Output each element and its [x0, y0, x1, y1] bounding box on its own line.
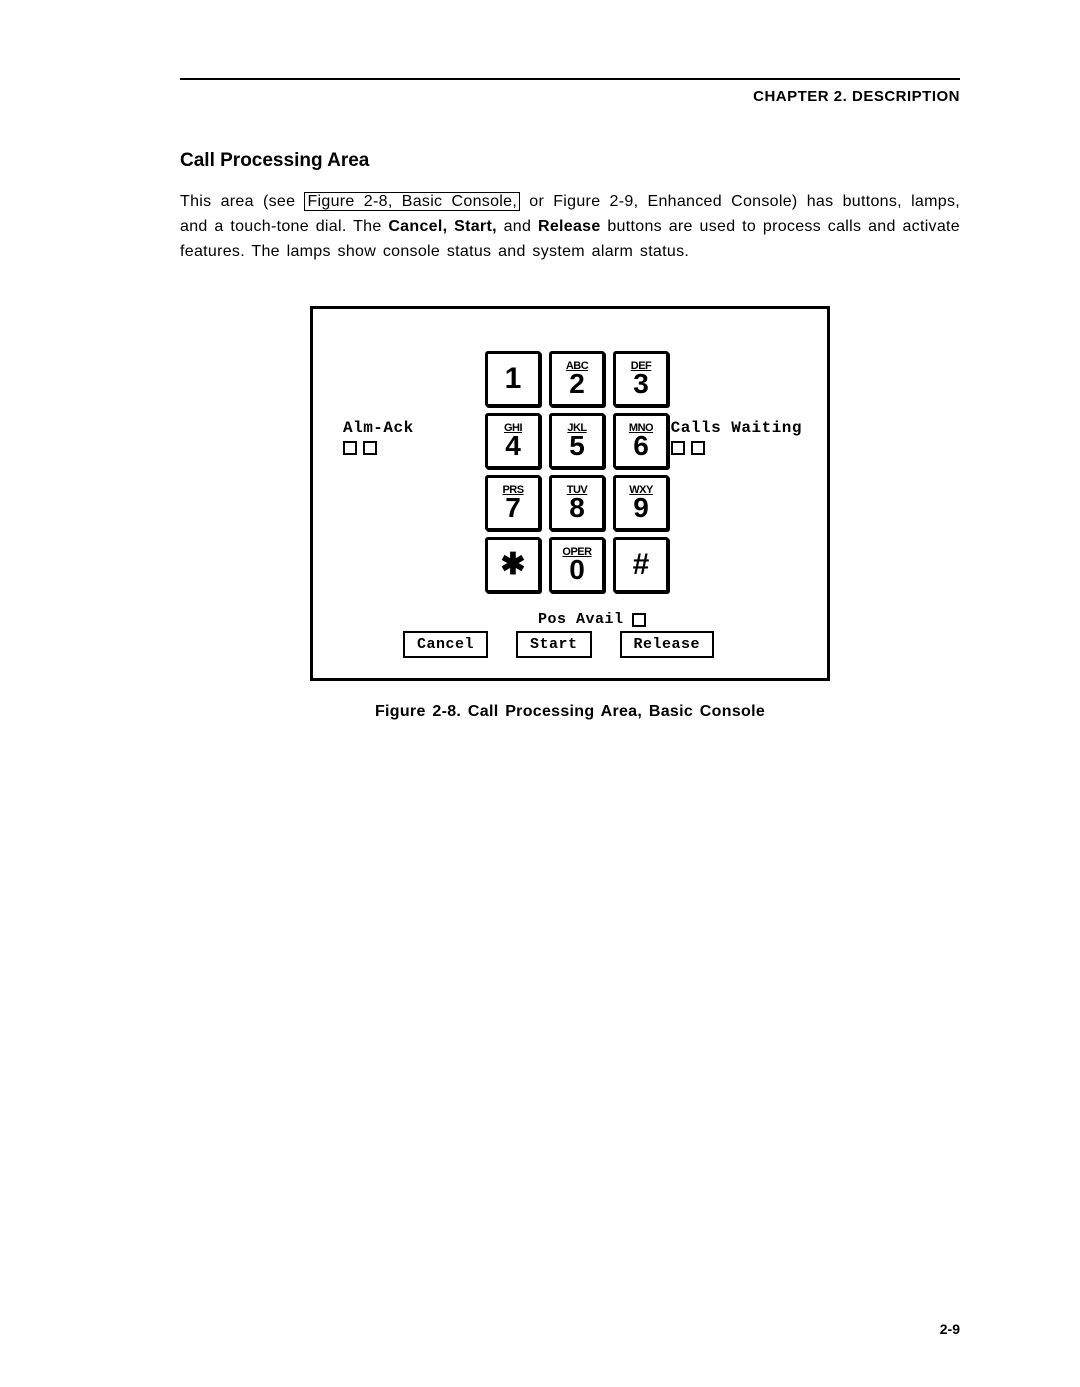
- figure-container: 1 ABC2 DEF3 GHI4 JKL5 MNO6 PRS7 TUV8 WXY…: [310, 306, 830, 721]
- keypad: 1 ABC2 DEF3 GHI4 JKL5 MNO6 PRS7 TUV8 WXY…: [485, 351, 669, 593]
- calls-waiting-text: Calls Waiting: [671, 419, 802, 437]
- para-text: This area (see: [180, 193, 304, 210]
- digit: 3: [633, 370, 649, 398]
- digit: 4: [505, 432, 521, 460]
- lamp-icon: [363, 441, 377, 455]
- figure-caption: Figure 2-8. Call Processing Area, Basic …: [310, 703, 830, 721]
- key-3: DEF3: [613, 351, 669, 407]
- star-icon: ✱: [500, 550, 525, 580]
- key-2: ABC2: [549, 351, 605, 407]
- lamp-icon: [691, 441, 705, 455]
- cancel-button: Cancel: [403, 631, 488, 658]
- lamp-icon: [671, 441, 685, 455]
- pos-avail-text: Pos Avail: [538, 611, 624, 628]
- key-9: WXY9: [613, 475, 669, 531]
- header-rule: [180, 78, 960, 80]
- alm-ack-lamps: [343, 441, 414, 455]
- bold-release: Release: [538, 218, 601, 235]
- digit: 1: [505, 364, 522, 394]
- page-number: 2-9: [940, 1321, 960, 1337]
- release-button: Release: [620, 631, 715, 658]
- key-4: GHI4: [485, 413, 541, 469]
- calls-waiting-label: Calls Waiting: [671, 419, 802, 455]
- start-button: Start: [516, 631, 592, 658]
- key-pound: #: [613, 537, 669, 593]
- key-star: ✱: [485, 537, 541, 593]
- key-8: TUV8: [549, 475, 605, 531]
- para-text: and: [497, 218, 538, 235]
- alm-ack-label: Alm-Ack: [343, 419, 414, 455]
- figure-reference-link[interactable]: Figure 2-8, Basic Console,: [304, 192, 520, 211]
- digit: 0: [569, 556, 585, 584]
- chapter-label: CHAPTER 2. DESCRIPTION: [753, 88, 960, 105]
- page: CHAPTER 2. DESCRIPTION Call Processing A…: [0, 0, 1080, 1387]
- key-1: 1: [485, 351, 541, 407]
- pos-avail-label: Pos Avail: [538, 611, 646, 628]
- section-title: Call Processing Area: [180, 150, 960, 172]
- alm-ack-text: Alm-Ack: [343, 419, 414, 437]
- button-row: Cancel Start Release: [403, 631, 714, 658]
- lamp-icon: [343, 441, 357, 455]
- calls-waiting-lamps: [671, 441, 802, 455]
- digit: 9: [633, 494, 649, 522]
- console-diagram: 1 ABC2 DEF3 GHI4 JKL5 MNO6 PRS7 TUV8 WXY…: [310, 306, 830, 681]
- digit: 5: [569, 432, 585, 460]
- bold-cancel-start: Cancel, Start,: [388, 218, 497, 235]
- key-6: MNO6: [613, 413, 669, 469]
- key-7: PRS7: [485, 475, 541, 531]
- body-paragraph: This area (see Figure 2-8, Basic Console…: [180, 190, 960, 264]
- key-0: OPER0: [549, 537, 605, 593]
- lamp-icon: [632, 613, 646, 627]
- digit: 7: [505, 494, 521, 522]
- digit: 6: [633, 432, 649, 460]
- pound-icon: #: [633, 550, 650, 580]
- digit: 2: [569, 370, 585, 398]
- key-5: JKL5: [549, 413, 605, 469]
- digit: 8: [569, 494, 585, 522]
